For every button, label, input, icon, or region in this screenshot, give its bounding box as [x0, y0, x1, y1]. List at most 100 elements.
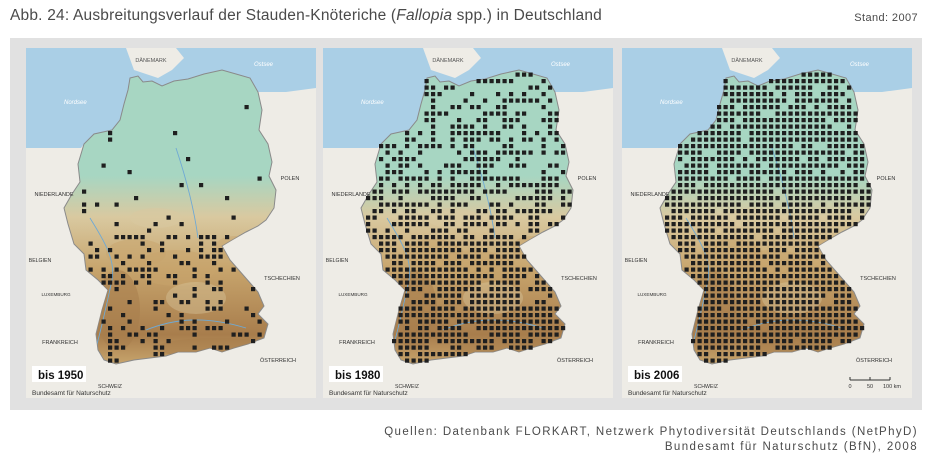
label-niederlande: NIEDERLANDE — [630, 192, 669, 198]
occurrence-dot — [847, 98, 852, 103]
occurrence-dot — [847, 124, 852, 129]
occurrence-dot — [782, 287, 787, 292]
occurrence-dot — [814, 196, 819, 201]
occurrence-dot — [788, 326, 793, 331]
occurrence-dot — [548, 306, 553, 311]
occurrence-dot — [730, 313, 735, 318]
occurrence-dot — [769, 189, 774, 194]
occurrence-dot — [717, 339, 722, 344]
occurrence-dot — [840, 105, 845, 110]
occurrence-dot — [847, 202, 852, 207]
occurrence-dot — [834, 92, 839, 97]
occurrence-dot — [762, 235, 767, 240]
occurrence-dot — [847, 183, 852, 188]
occurrence-dot — [476, 183, 481, 188]
occurrence-dot — [470, 293, 475, 298]
occurrence-dot — [502, 79, 507, 84]
occurrence-dot — [515, 345, 520, 350]
occurrence-dot — [463, 98, 468, 103]
occurrence-dot — [418, 254, 423, 259]
occurrence-dot — [678, 183, 683, 188]
occurrence-dot — [762, 228, 767, 233]
occurrence-dot — [723, 319, 728, 324]
occurrence-dot — [450, 222, 455, 227]
occurrence-dot — [398, 274, 403, 279]
occurrence-dot — [762, 98, 767, 103]
occurrence-dot — [749, 170, 754, 175]
occurrence-dot — [814, 274, 819, 279]
occurrence-dot — [840, 150, 845, 155]
occurrence-dot — [866, 196, 871, 201]
occurrence-dot — [457, 280, 462, 285]
occurrence-dot — [704, 241, 709, 246]
occurrence-dot — [431, 267, 436, 272]
occurrence-dot — [762, 118, 767, 123]
occurrence-dot — [671, 202, 676, 207]
occurrence-dot — [509, 326, 514, 331]
occurrence-dot — [782, 85, 787, 90]
occurrence-dot — [483, 209, 488, 214]
occurrence-dot — [509, 92, 514, 97]
occurrence-dot — [795, 326, 800, 331]
occurrence-dot — [717, 131, 722, 136]
occurrence-dot — [749, 196, 754, 201]
occurrence-dot — [489, 339, 494, 344]
occurrence-dot — [821, 163, 826, 168]
occurrence-dot — [535, 228, 540, 233]
occurrence-dot — [398, 150, 403, 155]
occurrence-dot — [541, 144, 546, 149]
occurrence-dot — [801, 202, 806, 207]
occurrence-dot — [218, 280, 223, 285]
occurrence-dot — [476, 339, 481, 344]
occurrence-dot — [173, 131, 178, 136]
occurrence-dot — [424, 241, 429, 246]
occurrence-dot — [82, 209, 87, 214]
occurrence-dot — [437, 293, 442, 298]
occurrence-dot — [470, 313, 475, 318]
occurrence-dot — [528, 313, 533, 318]
occurrence-dot — [717, 241, 722, 246]
occurrence-dot — [463, 306, 468, 311]
occurrence-dot — [769, 300, 774, 305]
occurrence-dot — [749, 163, 754, 168]
occurrence-dot — [756, 280, 761, 285]
occurrence-dot — [398, 163, 403, 168]
occurrence-dot — [827, 313, 832, 318]
occurrence-dot — [476, 215, 481, 220]
occurrence-dot — [834, 189, 839, 194]
occurrence-dot — [762, 183, 767, 188]
occurrence-dot — [489, 163, 494, 168]
occurrence-dot — [218, 300, 223, 305]
occurrence-dot — [108, 339, 113, 344]
occurrence-dot — [697, 144, 702, 149]
occurrence-dot — [509, 248, 514, 253]
occurrence-dot — [710, 280, 715, 285]
occurrence-dot — [684, 144, 689, 149]
occurrence-dot — [847, 163, 852, 168]
occurrence-dot — [405, 131, 410, 136]
occurrence-dot — [847, 157, 852, 162]
occurrence-dot — [528, 332, 533, 337]
occurrence-dot — [691, 183, 696, 188]
occurrence-dot — [476, 293, 481, 298]
occurrence-dot — [424, 248, 429, 253]
occurrence-dot — [515, 72, 520, 77]
occurrence-dot — [470, 157, 475, 162]
occurrence-dot — [801, 163, 806, 168]
occurrence-dot — [405, 241, 410, 246]
occurrence-dot — [814, 306, 819, 311]
occurrence-dot — [808, 339, 813, 344]
occurrence-dot — [827, 235, 832, 240]
occurrence-dot — [470, 280, 475, 285]
occurrence-dot — [827, 85, 832, 90]
occurrence-dot — [411, 248, 416, 253]
occurrence-dot — [730, 222, 735, 227]
occurrence-dot — [379, 235, 384, 240]
occurrence-dot — [697, 176, 702, 181]
occurrence-dot — [710, 306, 715, 311]
occurrence-dot — [450, 261, 455, 266]
occurrence-dot — [730, 261, 735, 266]
occurrence-dot — [788, 157, 793, 162]
occurrence-dot — [522, 267, 527, 272]
occurrence-dot — [509, 293, 514, 298]
